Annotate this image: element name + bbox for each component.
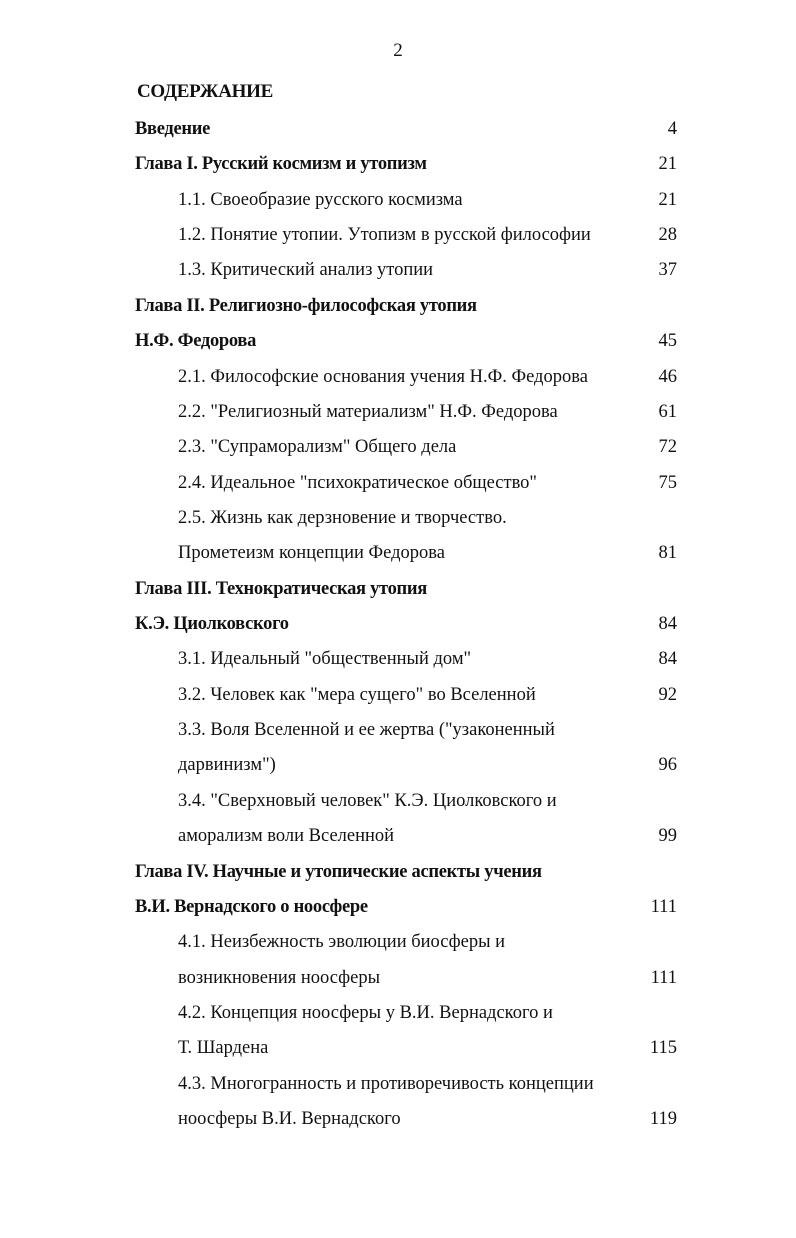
toc-section-line: 1.2. Понятие утопии. Утопизм в русской ф…	[0, 222, 796, 257]
toc-entry-text: аморализм воли Вселенной	[178, 826, 395, 847]
toc-entry-text: Н.Ф. Федорова	[135, 331, 257, 352]
toc-section-line: дарвинизм") 96	[0, 752, 796, 787]
toc-title: СОДЕРЖАНИЕ	[137, 81, 273, 102]
toc-entry-text: 2.4. Идеальное "психократическое обществ…	[178, 472, 537, 493]
toc-page-number: 115	[649, 1038, 677, 1059]
toc-entry-text: 3.1. Идеальный "общественный дом"	[178, 649, 472, 670]
toc-section-line: 1.3. Критический анализ утопии 37	[0, 257, 796, 292]
toc-entry-text: 3.2. Человек как "мера сущего" во Вселен…	[178, 684, 536, 705]
toc-entry-text: 2.1. Философские основания учения Н.Ф. Ф…	[178, 366, 588, 387]
toc-entry-text: возникновения ноосферы	[178, 967, 381, 988]
toc-page-number: 92	[658, 684, 678, 705]
toc-entry-text: дарвинизм")	[178, 755, 276, 776]
toc-section-line: 4.2. Концепция ноосферы у В.И. Вернадско…	[0, 1000, 796, 1035]
toc-page-number: 119	[649, 1109, 677, 1130]
toc-section-line: 4.3. Многогранность и противоречивость к…	[0, 1071, 796, 1106]
toc-section-line: 3.2. Человек как "мера сущего" во Вселен…	[0, 682, 796, 717]
toc-entry-text: 2.2. "Религиозный материализм" Н.Ф. Федо…	[178, 401, 558, 422]
toc-page-number: 21	[658, 189, 678, 210]
toc-section-line: 2.4. Идеальное "психократическое обществ…	[0, 470, 796, 505]
toc-section-line: 3.1. Идеальный "общественный дом" 84	[0, 646, 796, 681]
toc-entry-text: В.И. Вернадского о ноосфере	[135, 896, 368, 917]
toc-entry-text: Глава III. Технократическая утопия	[135, 578, 427, 599]
toc-section-line: 4.1. Неизбежность эволюции биосферы и	[0, 929, 796, 964]
toc-entry-text: 4.1. Неизбежность эволюции биосферы и	[178, 932, 506, 953]
toc-section-line: 3.3. Воля Вселенной и ее жертва ("узакон…	[0, 717, 796, 752]
toc-page-number: 111	[650, 967, 677, 988]
toc-section-line: аморализм воли Вселенной 99	[0, 823, 796, 858]
toc-entry-text: 1.3. Критический анализ утопии	[178, 260, 434, 281]
toc-page-number: 75	[658, 472, 678, 493]
toc-page-number: 21	[658, 154, 678, 175]
toc-section-line: 2.1. Философские основания учения Н.Ф. Ф…	[0, 364, 796, 399]
toc-entry-text: Глава I. Русский космизм и утопизм	[135, 154, 427, 175]
toc-section-line: 2.3. "Супраморализм" Общего дела 72	[0, 434, 796, 469]
toc-entry-text: 4.2. Концепция ноосферы у В.И. Вернадско…	[178, 1002, 553, 1023]
toc-entry-text: К.Э. Циолковского	[135, 614, 289, 635]
toc-section-line: 1.1. Своеобразие русского космизма 21	[0, 187, 796, 222]
toc-page-number: 37	[658, 260, 678, 281]
toc-section-line: возникновения ноосферы 111	[0, 965, 796, 1000]
toc-chapter-line: Глава III. Технократическая утопия	[0, 576, 796, 611]
toc-chapter-line: Введение 4	[0, 116, 796, 151]
toc-entry-text: 2.5. Жизнь как дерзновение и творчество.	[178, 507, 507, 528]
toc-section-line: Т. Шардена 115	[0, 1035, 796, 1070]
toc-entry-text: ноосферы В.И. Вернадского	[178, 1109, 401, 1130]
toc-chapter-line: Глава II. Религиозно-философская утопия	[0, 293, 796, 328]
toc-entry-text: Т. Шардена	[178, 1038, 269, 1059]
toc-entry-text: 1.2. Понятие утопии. Утопизм в русской ф…	[178, 225, 591, 246]
toc-page-number: 99	[658, 826, 678, 847]
toc-page-number: 61	[658, 401, 678, 422]
toc-chapter-line: К.Э. Циолковского 84	[0, 611, 796, 646]
toc-entry-text: Введение	[135, 119, 210, 139]
toc-section-line: 3.4. "Сверхновый человек" К.Э. Циолковск…	[0, 788, 796, 823]
toc-page-number: 72	[658, 437, 678, 458]
page-number: 2	[393, 40, 403, 61]
toc-section-line: 2.5. Жизнь как дерзновение и творчество.	[0, 505, 796, 540]
table-of-contents: Введение 4 Глава I. Русский космизм и утоп…	[0, 116, 796, 1141]
toc-page-number: 46	[658, 366, 678, 387]
toc-page-number: 84	[658, 614, 678, 635]
toc-entry-text: 2.3. "Супраморализм" Общего дела	[178, 437, 457, 458]
toc-entry-text: 4.3. Многогранность и противоречивость к…	[178, 1073, 594, 1094]
toc-entry-text: 1.1. Своеобразие русского космизма	[178, 189, 463, 210]
toc-entry-text: Глава IV. Научные и утопические аспекты …	[135, 861, 542, 882]
toc-chapter-line: Глава I. Русский космизм и утопизм 21	[0, 151, 796, 186]
toc-page-number: 28	[658, 225, 678, 246]
toc-page-number: 81	[658, 543, 678, 564]
toc-page-number: 96	[658, 755, 678, 776]
toc-section-line: Прометеизм концепции Федорова 81	[0, 540, 796, 575]
toc-chapter-line: В.И. Вернадского о ноосфере 111	[0, 894, 796, 929]
toc-chapter-line: Глава IV. Научные и утопические аспекты …	[0, 859, 796, 894]
toc-section-line: ноосферы В.И. Вернадского 119	[0, 1106, 796, 1141]
toc-entry-text: Прометеизм концепции Федорова	[178, 543, 445, 564]
toc-page-number: 45	[658, 331, 678, 352]
toc-entry-text: 3.4. "Сверхновый человек" К.Э. Циолковск…	[178, 790, 557, 811]
toc-section-line: 2.2. "Религиозный материализм" Н.Ф. Федо…	[0, 399, 796, 434]
toc-entry-text: Глава II. Религиозно-философская утопия	[135, 295, 477, 316]
toc-page-number: 111	[650, 896, 677, 917]
toc-page-number: 84	[658, 649, 678, 670]
toc-chapter-line: Н.Ф. Федорова 45	[0, 328, 796, 363]
toc-entry-text: 3.3. Воля Вселенной и ее жертва ("узакон…	[178, 720, 555, 741]
toc-page-number: 4	[667, 119, 677, 139]
